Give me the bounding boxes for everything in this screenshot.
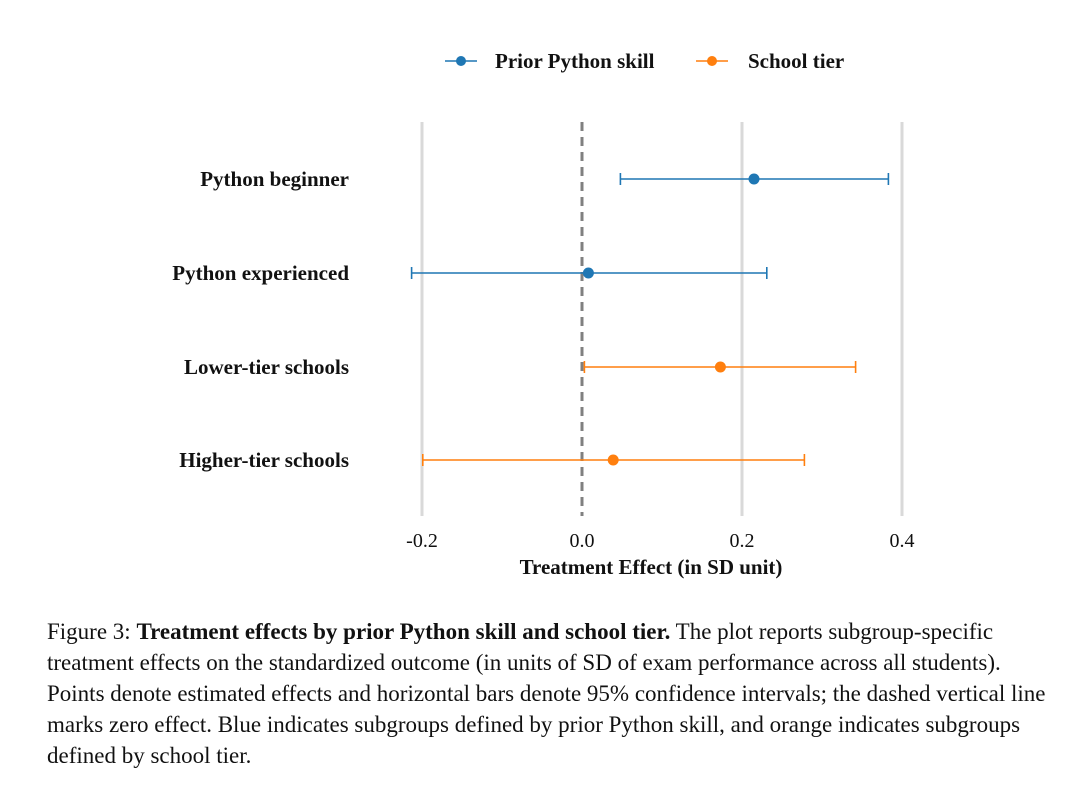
x-tick-label: -0.2 (406, 530, 438, 552)
row-1 (410, 267, 768, 279)
forest-plot: Python beginner Python experienced Lower-t… (172, 49, 914, 579)
legend-marker (456, 56, 466, 66)
x-tick-label: 0.2 (730, 530, 755, 552)
row-label: Python beginner (200, 167, 349, 191)
row-labels: Python beginner Python experienced Lower-t… (172, 167, 349, 472)
point-estimate (582, 267, 594, 279)
row-label: Higher-tier schools (179, 448, 349, 472)
row-0 (619, 173, 890, 185)
x-tick-label: 0.4 (890, 530, 915, 552)
legend-label: Prior Python skill (495, 49, 655, 73)
row-label: Python experienced (172, 261, 349, 285)
x-tick-label: 0.0 (570, 530, 595, 552)
caption-text: The plot reports subgroup-specific treat… (47, 619, 1046, 768)
figure-caption: Figure 3: Treatment effects by prior Pyt… (47, 616, 1047, 771)
caption-prefix: Figure 3: (47, 619, 137, 644)
legend-label: School tier (748, 49, 844, 73)
row-3 (421, 454, 806, 466)
x-axis-label: Treatment Effect (in SD unit) (520, 555, 783, 579)
row-label: Lower-tier schools (184, 355, 349, 379)
point-estimate (714, 361, 726, 373)
gridlines (420, 122, 904, 516)
point-estimate (748, 173, 760, 185)
series-marks (410, 173, 890, 466)
x-axis-ticks: -0.2 0.0 0.2 0.4 (406, 530, 914, 552)
legend-marker (707, 56, 717, 66)
point-estimate (607, 454, 619, 466)
row-2 (583, 361, 857, 373)
legend-entry-0: Prior Python skill (445, 49, 655, 73)
caption-bold: Treatment effects by prior Python skill … (136, 619, 671, 644)
legend: Prior Python skill School tier (445, 49, 844, 73)
legend-entry-1: School tier (696, 49, 844, 73)
